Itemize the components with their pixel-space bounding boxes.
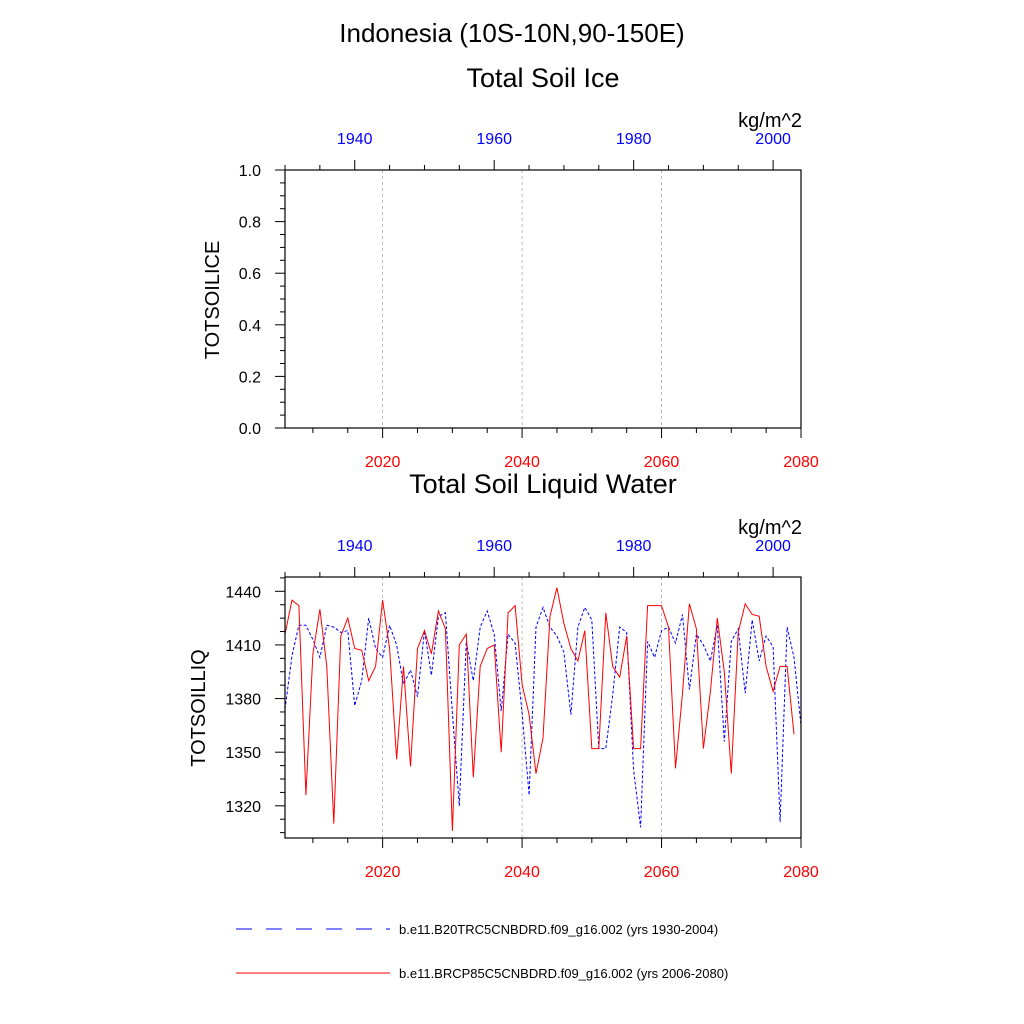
y-tick-label: 0.2 [239,369,261,386]
x-tick-label-top: 1980 [616,131,652,148]
y-tick-label: 0.4 [239,318,261,335]
plot-frame [284,169,802,429]
grid-lines [382,577,662,838]
legend-label-historical: b.e11.B20TRC5CNBDRD.f09_g16.002 (yrs 193… [399,922,718,937]
x-tick-label-bottom: 2020 [365,454,401,471]
x-tick-label-bottom: 2020 [365,864,401,881]
y-axis-label: TOTSOILLIQ [188,649,210,766]
y-tick-label: 1380 [225,692,261,709]
y-tick-label: 1350 [225,745,261,762]
chart-title: Total Soil Ice [466,63,619,93]
y-axis-ticks: 1320 1350 1380 1410 1440 [225,577,285,834]
x-tick-label-top: 2000 [755,538,791,555]
series-line-future [284,587,795,831]
units-label: kg/m^2 [738,517,802,539]
y-tick-label: 0.8 [239,215,261,232]
x-tick-label-bottom: 2080 [783,454,819,471]
x-tick-label-bottom: 2060 [644,454,680,471]
legend: b.e11.B20TRC5CNBDRD.f09_g16.002 (yrs 193… [236,922,728,981]
x-tick-label-top: 1940 [337,131,373,148]
x-tick-label-top: 1980 [616,538,652,555]
x-tick-label-top: 2000 [755,131,791,148]
page-title: Indonesia (10S-10N,90-150E) [339,18,684,48]
y-tick-label: 1320 [225,799,261,816]
y-tick-label: 0.6 [239,266,261,283]
x-axis-top-ticks: 1940 1960 1980 2000 [284,131,791,170]
panel-total-soil-ice: Total Soil Ice kg/m^2 TOTSOILICE 1940 196… [202,63,819,471]
y-axis-label: TOTSOILICE [202,241,224,360]
grid-lines [382,170,662,428]
x-axis-top-ticks: 1940 1960 1980 2000 [284,538,791,577]
chart-title: Total Soil Liquid Water [409,469,677,499]
x-tick-label-bottom: 2060 [644,864,680,881]
x-tick-label-bottom: 2040 [504,454,540,471]
x-tick-label-bottom: 2080 [783,864,819,881]
x-tick-label-bottom: 2040 [504,864,540,881]
units-label: kg/m^2 [738,110,802,132]
y-axis-ticks: 0.0 0.2 0.4 0.6 0.8 1.0 [239,163,285,438]
x-tick-label-top: 1960 [476,538,512,555]
y-tick-label: 1.0 [239,163,261,180]
plot-frame [284,576,802,839]
legend-label-future: b.e11.BRCP85C5CNBDRD.f09_g16.002 (yrs 20… [399,966,728,981]
panel-total-soil-liquid-water: Total Soil Liquid Water kg/m^2 TOTSOILLI… [188,469,819,881]
x-axis-bottom-ticks: 2020 2040 2060 2080 [312,838,819,881]
x-axis-bottom-ticks: 2020 2040 2060 2080 [312,428,819,471]
x-tick-label-top: 1940 [337,538,373,555]
y-tick-label: 1440 [225,584,261,601]
x-tick-label-top: 1960 [476,131,512,148]
series-lines [284,587,802,831]
y-tick-label: 0.0 [239,421,261,438]
y-tick-label: 1410 [225,638,261,655]
